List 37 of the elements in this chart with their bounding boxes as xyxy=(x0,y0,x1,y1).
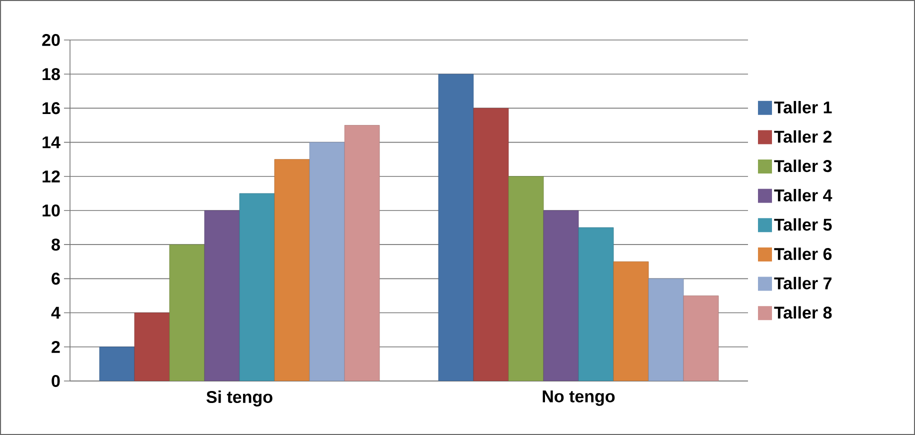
y-tick-label: 14 xyxy=(42,136,60,148)
y-tick-label: 12 xyxy=(42,170,60,182)
y-tick-label: 2 xyxy=(52,340,60,353)
y-tick-label: 20 xyxy=(42,34,60,46)
x-tick-label: Si tengo xyxy=(206,390,272,406)
legend-label: Taller 2 xyxy=(774,130,832,143)
bar xyxy=(99,346,135,381)
bar xyxy=(239,193,275,381)
bar xyxy=(169,244,205,381)
bar xyxy=(204,210,240,381)
y-tick-label: 18 xyxy=(42,68,60,80)
x-tick-label: No tengo xyxy=(542,390,615,406)
legend-label: Taller 3 xyxy=(774,160,832,172)
bar xyxy=(613,261,649,381)
legend-label: Taller 4 xyxy=(774,188,832,202)
bar xyxy=(683,296,719,381)
legend-label: Taller 8 xyxy=(774,306,832,319)
bar xyxy=(543,210,579,381)
legend-label: Taller 7 xyxy=(774,276,832,290)
legend-label: Taller 5 xyxy=(774,218,832,231)
bar xyxy=(134,312,170,381)
legend-label: Taller 6 xyxy=(774,248,832,260)
y-tick-label: 6 xyxy=(52,272,60,285)
bar xyxy=(578,227,614,381)
bar xyxy=(438,74,474,381)
bar xyxy=(648,278,684,381)
bar xyxy=(274,159,310,381)
y-tick-label: 0 xyxy=(52,374,60,388)
bar xyxy=(344,125,380,381)
bar xyxy=(473,108,509,381)
y-tick-label: 8 xyxy=(52,238,60,251)
y-tick-label: 16 xyxy=(42,102,60,114)
bar xyxy=(508,176,544,381)
legend-label: Taller 1 xyxy=(774,100,832,114)
y-tick-label: 4 xyxy=(51,306,60,319)
bar xyxy=(309,142,345,381)
y-tick-label: 10 xyxy=(42,204,60,217)
